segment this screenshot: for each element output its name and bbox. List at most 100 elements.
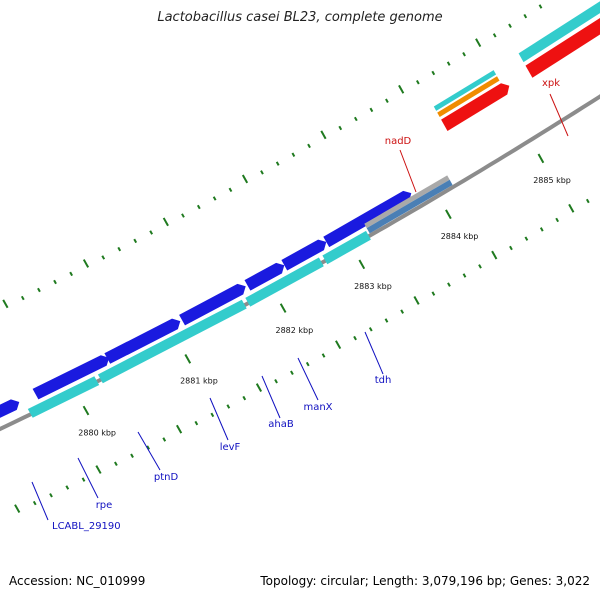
minor-tick-outer (196, 204, 201, 210)
minor-tick-inner (242, 395, 247, 401)
minor-tick-outer (492, 33, 497, 38)
accession-text: Accession: NC_010999 (9, 574, 146, 588)
minor-tick-inner (130, 453, 134, 458)
major-tick (537, 153, 545, 164)
minor-tick-inner (384, 318, 389, 323)
minor-tick-outer (462, 52, 466, 57)
minor-tick-outer (228, 187, 233, 193)
minor-tick-outer (241, 174, 249, 184)
gene-nadD-orange (437, 76, 500, 117)
gene-leader-line (77, 457, 99, 499)
minor-tick-outer (446, 61, 451, 66)
gene-leader-line (549, 93, 569, 137)
minor-tick-outer (353, 116, 358, 122)
gene-cyan-1 (27, 376, 100, 418)
minor-tick-inner (176, 424, 183, 434)
gene-nadD-red (441, 83, 510, 131)
gene-xpk-cyan (518, 1, 600, 63)
minor-tick-outer (53, 279, 57, 285)
minor-tick-inner (400, 309, 404, 314)
minor-tick-inner (162, 437, 167, 442)
gene-blue-3 (179, 283, 246, 326)
major-tick (358, 259, 366, 270)
minor-tick-inner (14, 504, 21, 514)
minor-tick-outer (385, 98, 389, 103)
minor-tick-outer (101, 255, 106, 260)
gene-leader-line (137, 431, 161, 471)
major-tick (82, 405, 90, 416)
minor-tick-inner (81, 477, 86, 482)
major-tick (445, 209, 452, 220)
minor-tick-inner (95, 465, 102, 474)
minor-tick-inner (305, 361, 310, 367)
gene-label: LCABL_29190 (52, 521, 121, 532)
minor-tick-outer (69, 271, 73, 277)
gene-cyan-4 (322, 230, 371, 265)
gene-labels: LCABL_29190 rpe ptnD levF ahaB manX tdh nadD xpk (31, 78, 569, 532)
minor-tick-outer (307, 143, 311, 149)
gene-cyan-2 (97, 299, 247, 384)
major-tick (279, 303, 287, 313)
minor-tick-outer (431, 70, 436, 76)
gene-grey (364, 175, 450, 229)
minor-tick-inner (32, 500, 37, 506)
minor-tick-dots (2, 4, 590, 514)
minor-tick-outer (523, 13, 528, 19)
tick-label: 2883 kbp (354, 282, 392, 291)
minor-tick-outer (416, 80, 420, 85)
gene-blue-4 (244, 262, 285, 291)
minor-tick-inner (491, 250, 498, 260)
gene-leader-line (399, 149, 417, 193)
gene-label: levF (220, 442, 241, 453)
minor-tick-inner (255, 383, 263, 392)
gene-leader-line (364, 331, 384, 375)
minor-tick-inner (274, 379, 278, 384)
minor-tick-inner (568, 203, 575, 213)
minor-tick-inner (194, 420, 199, 426)
gene-label: nadD (385, 136, 412, 147)
minor-tick-inner (353, 335, 357, 341)
minor-tick-inner (447, 282, 451, 287)
minor-tick-outer (475, 38, 482, 48)
minor-tick-inner (462, 273, 467, 278)
map-title: Lactobacillus casei BL23, complete genom… (157, 10, 443, 25)
minor-tick-outer (149, 230, 154, 235)
gene-blue-1 (32, 355, 110, 400)
minor-tick-inner (368, 327, 373, 332)
minor-tick-inner (321, 353, 326, 358)
gene-xpk-red (525, 17, 600, 78)
gene-blue-5 (281, 239, 327, 271)
minor-tick-inner (585, 198, 590, 204)
minor-tick-inner (65, 485, 70, 490)
kbp-ticks: 2880 kbp 2881 kbp 2882 kbp 2883 kbp 2884 kbp… (78, 153, 571, 437)
gene-leader-line (209, 397, 229, 441)
tick-label: 2881 kbp (180, 377, 218, 386)
minor-tick-inner (524, 236, 529, 241)
gene-label: ahaB (268, 419, 294, 430)
minor-tick-outer (2, 299, 9, 309)
minor-tick-inner (509, 245, 513, 251)
gene-leader-line (261, 375, 281, 419)
gene-features (0, 1, 600, 418)
minor-tick-inner (555, 217, 560, 223)
tick-label: 2885 kbp (533, 176, 571, 185)
tick-label: 2884 kbp (441, 232, 479, 241)
minor-tick-outer (320, 130, 327, 140)
minor-tick-outer (212, 196, 217, 201)
minor-tick-outer (291, 152, 296, 158)
minor-tick-inner (146, 445, 151, 450)
minor-tick-inner (49, 493, 53, 498)
minor-tick-outer (398, 84, 405, 94)
minor-tick-outer (260, 170, 264, 175)
minor-tick-inner (431, 291, 436, 296)
gene-label: manX (303, 402, 332, 413)
genome-summary: Topology: circular; Length: 3,079,196 bp… (260, 574, 590, 588)
minor-tick-inner (210, 412, 215, 418)
minor-tick-outer (82, 259, 90, 268)
minor-tick-inner (539, 227, 544, 232)
minor-tick-inner (478, 264, 482, 269)
gene-label: ptnD (154, 472, 179, 483)
minor-tick-outer (338, 125, 343, 131)
gene-blue-2 (104, 318, 181, 364)
